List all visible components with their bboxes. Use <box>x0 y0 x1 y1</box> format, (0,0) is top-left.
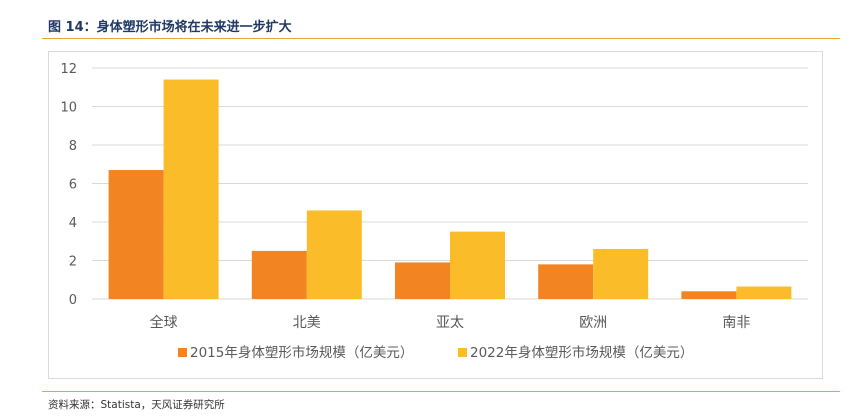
x-tick-label: 亚太 <box>436 315 464 331</box>
legend-swatch <box>458 348 467 357</box>
bar <box>395 262 450 299</box>
bar <box>736 286 792 299</box>
bar <box>681 291 737 299</box>
y-tick-label: 10 <box>60 101 77 116</box>
x-tick-label: 南非 <box>722 315 750 331</box>
bar <box>163 79 219 299</box>
y-tick-label: 2 <box>69 255 77 270</box>
x-tick-label: 全球 <box>150 314 178 331</box>
y-tick-label: 0 <box>69 293 77 308</box>
top-divider <box>42 38 840 39</box>
bottom-divider <box>42 391 840 392</box>
legend-label: 2022年身体塑形市场规模（亿美元） <box>470 344 693 361</box>
y-tick-label: 8 <box>69 139 77 154</box>
figure-title: 图 14：身体塑形市场将在未来进一步扩大 <box>48 20 292 35</box>
bar <box>593 248 649 299</box>
bar <box>450 231 505 299</box>
y-tick-label: 6 <box>69 178 77 193</box>
x-tick-label: 欧洲 <box>579 315 607 331</box>
y-tick-label: 4 <box>69 216 77 231</box>
source-note: 资料来源：Statista，天风证券研究所 <box>48 399 225 411</box>
bar <box>306 210 362 299</box>
bar <box>538 264 594 299</box>
y-tick-label: 12 <box>60 62 77 77</box>
x-tick-label: 北美 <box>293 315 321 331</box>
legend-swatch <box>178 348 187 357</box>
bar <box>251 250 307 299</box>
chart-frame <box>48 51 823 379</box>
legend-label: 2015年身体塑形市场规模（亿美元） <box>190 344 413 361</box>
bar <box>108 170 164 299</box>
